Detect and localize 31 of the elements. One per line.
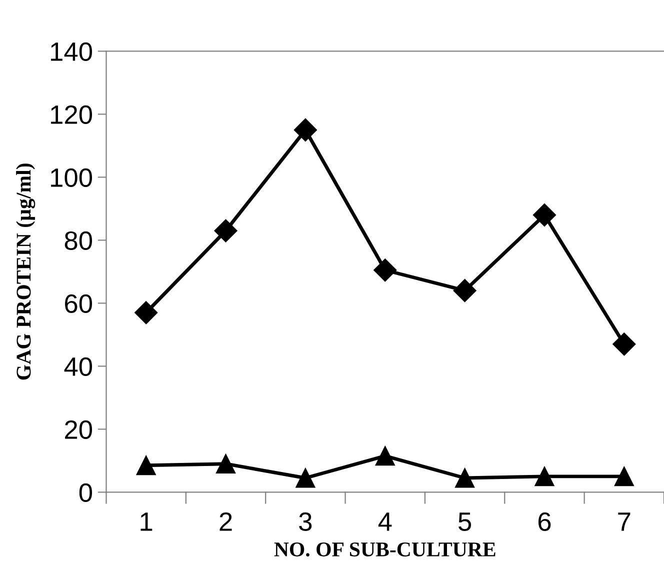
point xyxy=(455,468,475,488)
x-tick-label: 1 xyxy=(140,512,152,531)
point xyxy=(453,279,476,302)
y-axis-title: GAG PROTEIN (µg/ml) xyxy=(16,164,36,380)
y-tick-label: 80 xyxy=(64,231,92,250)
y-tick-label: 60 xyxy=(65,294,92,314)
x-tick-label: 2 xyxy=(220,512,232,531)
point xyxy=(294,118,317,142)
point xyxy=(134,301,158,324)
x-tick-label: 6 xyxy=(538,512,551,532)
point xyxy=(532,204,556,226)
y-tick-label: 140 xyxy=(51,42,92,62)
y-tick-label: 40 xyxy=(64,357,92,376)
point xyxy=(216,454,236,474)
y-tick-label: 120 xyxy=(51,105,92,124)
x-tick-label: 3 xyxy=(299,512,312,532)
point xyxy=(136,456,156,476)
x-tick-label: 5 xyxy=(458,512,472,532)
point xyxy=(375,446,395,466)
point xyxy=(534,466,554,486)
y-tick-label: 0 xyxy=(79,483,92,502)
y-tick-label: 100 xyxy=(51,168,92,188)
x-tick-label: 7 xyxy=(618,512,630,531)
y-tick-label: 20 xyxy=(65,420,92,440)
x-axis-title: NO. OF SUB-CULTURE xyxy=(274,542,496,557)
point xyxy=(374,258,397,282)
point xyxy=(214,219,238,242)
point xyxy=(296,468,316,488)
point xyxy=(612,332,636,356)
point xyxy=(614,466,634,486)
x-tick-label: 4 xyxy=(378,512,392,531)
